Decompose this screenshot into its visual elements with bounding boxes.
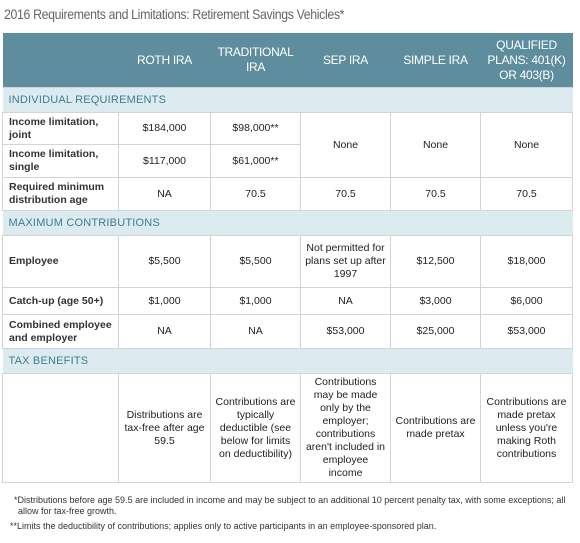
row-label: Employee — [2, 235, 119, 288]
cell: NA — [300, 287, 391, 315]
cell: NA — [118, 314, 211, 349]
row: Income limitation, single $117,000 $61,0… — [2, 144, 573, 178]
requirements-table: ROTH IRA TRADITIONAL IRA SEP IRA SIMPLE … — [2, 33, 573, 483]
section-title: TAX BENEFITS — [2, 348, 573, 374]
row-label: Catch-up (age 50+) — [2, 287, 119, 315]
cell: $5,500 — [118, 235, 211, 288]
cell: $117,000 — [118, 144, 211, 178]
cell: $1,000 — [118, 287, 211, 315]
cell: Contributions may be made only by the em… — [300, 373, 391, 483]
header-cell: QUALIFIED PLANS: 401(K) OR 403(B) — [480, 33, 573, 88]
cell: $6,000 — [480, 287, 573, 315]
footnote: **Limits the deductibility of contributi… — [10, 521, 437, 531]
section-row: TAX BENEFITS — [2, 348, 573, 374]
row-label: Income limitation, single — [2, 144, 119, 178]
cell: 70.5 — [300, 177, 391, 211]
cell: 70.5 — [210, 177, 301, 211]
cell: $61,000** — [210, 144, 301, 178]
section-row: INDIVIDUAL REQUIREMENTS — [2, 87, 573, 113]
row: Employee $5,500 $5,500 Not permitted for… — [2, 235, 573, 288]
footnote: *Distributions before age 59.5 are inclu… — [14, 495, 566, 516]
cell: $5,500 — [210, 235, 301, 288]
cell: $184,000 — [118, 112, 211, 145]
cell: $18,000 — [480, 235, 573, 288]
cell: $53,000 — [300, 314, 391, 349]
footnotes: *Distributions before age 59.5 are inclu… — [10, 495, 570, 536]
cell: $12,500 — [390, 235, 481, 288]
cell: NA — [118, 177, 211, 211]
section-title: INDIVIDUAL REQUIREMENTS — [2, 87, 573, 113]
cell: None — [480, 112, 573, 178]
row-label: Income limitation, joint — [2, 112, 119, 145]
row-label: Required minimum distribution age — [2, 177, 119, 211]
row: Income limitation, joint $184,000 $98,00… — [2, 112, 573, 178]
table-title: 2016 Requirements and Limitations: Retir… — [4, 6, 345, 22]
cell: Not permitted for plans set up after 199… — [300, 235, 391, 288]
header-cell — [2, 33, 119, 88]
row: Distributions are tax-free after age 59.… — [2, 373, 573, 483]
cell: $53,000 — [480, 314, 573, 349]
header-cell: TRADITIONAL IRA — [210, 33, 301, 88]
cell: $25,000 — [390, 314, 481, 349]
row-label: Combined employee and employer — [2, 314, 119, 349]
cell: None — [390, 112, 481, 178]
row: Combined employee and employer NA NA $53… — [2, 314, 573, 349]
header-cell: SEP IRA — [300, 33, 391, 88]
empty-cell — [2, 373, 119, 483]
header-cell: SIMPLE IRA — [390, 33, 481, 88]
cell: Contributions are typically deductible (… — [210, 373, 301, 483]
cell: $1,000 — [210, 287, 301, 315]
cell: Contributions are made pretax unless you… — [480, 373, 573, 483]
cell: Distributions are tax-free after age 59.… — [118, 373, 211, 483]
cell: None — [300, 112, 391, 178]
section-row: MAXIMUM CONTRIBUTIONS — [2, 210, 573, 236]
cell: 70.5 — [480, 177, 573, 211]
section-title: MAXIMUM CONTRIBUTIONS — [2, 210, 573, 236]
cell: Contributions are made pretax — [390, 373, 481, 483]
cell: NA — [210, 314, 301, 349]
header-cell: ROTH IRA — [118, 33, 211, 88]
row: Catch-up (age 50+) $1,000 $1,000 NA $3,0… — [2, 287, 573, 315]
cell: $3,000 — [390, 287, 481, 315]
header-row: ROTH IRA TRADITIONAL IRA SEP IRA SIMPLE … — [2, 33, 573, 88]
row: Required minimum distribution age NA 70.… — [2, 177, 573, 211]
cell: $98,000** — [210, 112, 301, 145]
cell: 70.5 — [390, 177, 481, 211]
